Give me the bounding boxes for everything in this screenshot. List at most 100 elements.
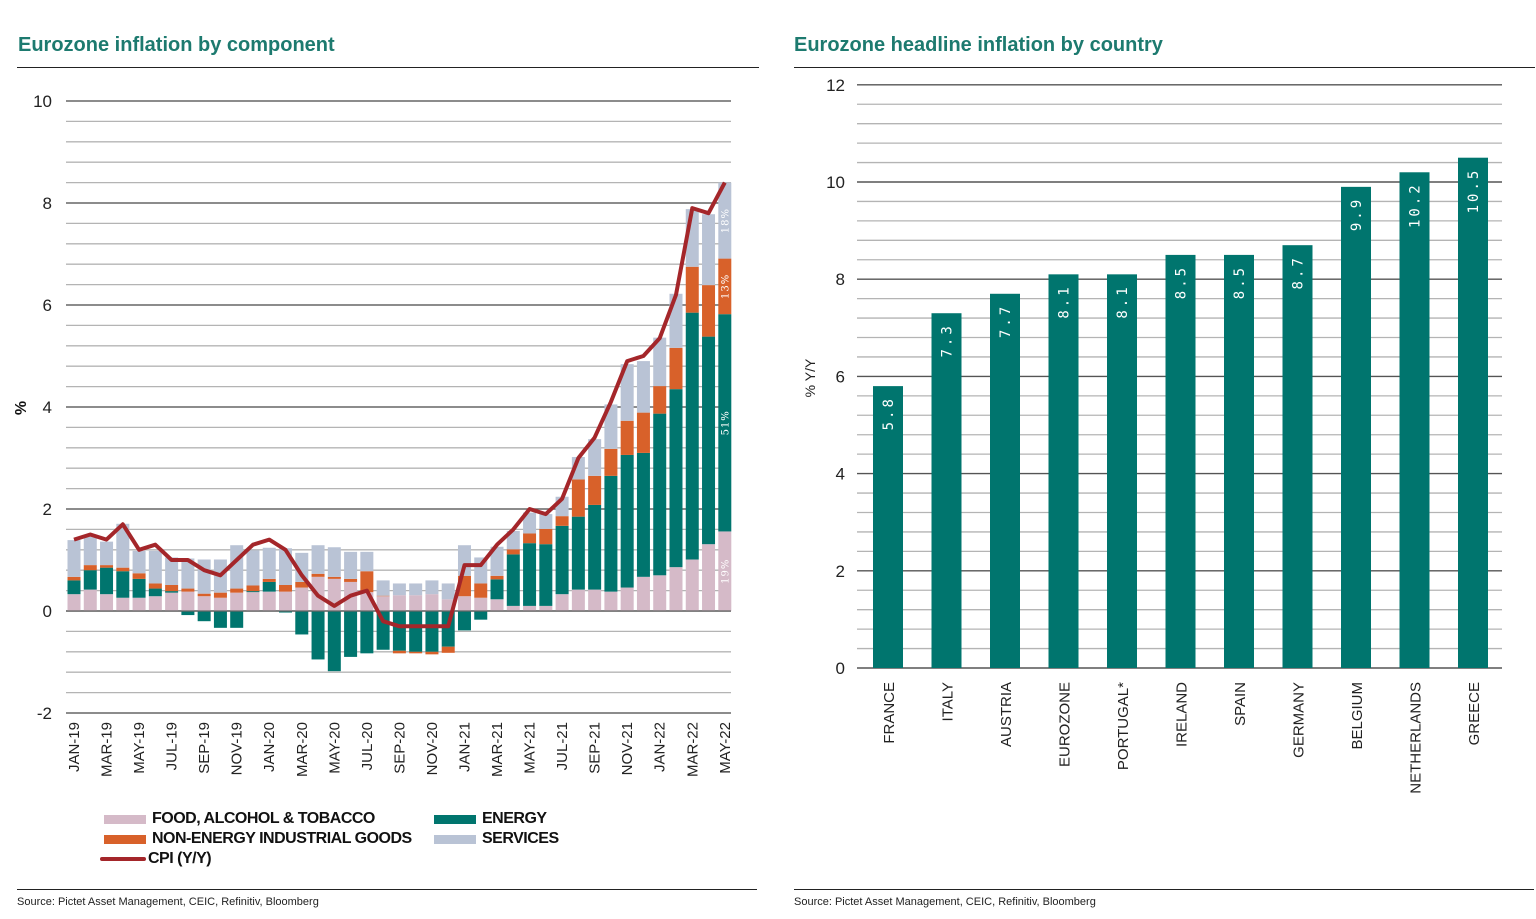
bar-services: [620, 364, 634, 421]
bar-greece: [1458, 157, 1488, 668]
bar-ireland: [1165, 254, 1196, 668]
bar-neig: [132, 573, 146, 579]
bar-france: [873, 386, 903, 668]
bar-energy: [523, 543, 537, 606]
bar-portugal: [1107, 274, 1137, 668]
legend-label-energy: ENERGY: [482, 810, 547, 827]
bar-italy: [931, 313, 962, 668]
y-tick-label: 8: [43, 194, 52, 213]
bar-neig: [67, 576, 81, 581]
left-source: Source: Pictet Asset Management, CEIC, R…: [17, 896, 319, 908]
bar-austria: [990, 293, 1020, 668]
bar-neig: [116, 567, 130, 572]
legend-item-neig: NON-ENERGY INDUSTRIAL GOODS: [104, 830, 412, 848]
cpi-line: [73, 181, 727, 629]
bar-neig: [213, 592, 227, 598]
legend-swatch-energy: [434, 814, 476, 824]
y-tick-label: 2: [43, 500, 52, 519]
bar-netherlands: [1399, 172, 1430, 668]
bar-services: [246, 550, 260, 586]
x-tick-label: NOV-21: [619, 722, 636, 775]
bar-neig: [425, 651, 439, 655]
bar-services: [636, 361, 650, 413]
bar-value-label: 7.7: [998, 304, 1014, 338]
share-label-services: 18%: [720, 208, 731, 233]
bar-energy: [702, 336, 716, 545]
bar-services: [83, 536, 97, 566]
x-tick-label: ITALY: [940, 682, 957, 721]
bar-food: [100, 594, 114, 611]
y-tick-label: 12: [826, 76, 845, 95]
bar-neig: [295, 581, 309, 588]
bar-services: [702, 214, 716, 286]
bar-value-label: 9.9: [1349, 197, 1365, 231]
legend-label-services: SERVICES: [482, 830, 559, 847]
bar-food: [165, 592, 179, 611]
bar-services: [327, 547, 341, 577]
bar-energy: [555, 525, 569, 595]
bar-services: [653, 337, 667, 387]
bar-food: [409, 595, 423, 611]
bar-energy: [100, 567, 114, 595]
bar-energy: [685, 312, 699, 560]
bar-food: [669, 567, 683, 611]
legend-swatch-cpi: [100, 857, 146, 861]
x-tick-label: SEP-19: [196, 722, 213, 774]
bar-spain: [1224, 254, 1254, 668]
right-chart-title: Eurozone headline inflation by country: [794, 34, 1163, 56]
bar-energy: [132, 578, 146, 598]
bar-services: [392, 583, 406, 596]
bar-services: [409, 583, 423, 596]
bar-food: [392, 595, 406, 611]
legend-item-energy: ENERGY: [434, 810, 547, 828]
bar-food: [490, 599, 504, 611]
bar-food: [653, 575, 667, 611]
bar-services: [67, 540, 81, 577]
x-tick-label: NETHERLANDS: [1408, 682, 1425, 794]
bar-food: [523, 605, 537, 611]
share-label-food: 19%: [720, 559, 731, 584]
bar-food: [604, 591, 618, 611]
bar-food: [685, 559, 699, 611]
left-chart-title: Eurozone inflation by component: [18, 34, 335, 56]
bar-energy: [181, 611, 195, 616]
y-tick-label: 6: [836, 367, 845, 386]
bar-services: [604, 404, 618, 449]
bar-value-label: 8.5: [1174, 265, 1190, 299]
bar-eurozone: [1048, 274, 1079, 668]
legend-swatch-food: [104, 814, 146, 824]
bar-services: [295, 552, 309, 582]
bar-neig: [702, 285, 716, 337]
x-tick-label: JAN-21: [456, 722, 473, 772]
x-tick-label: JAN-22: [652, 722, 669, 772]
bar-neig: [474, 583, 488, 598]
bar-services: [425, 580, 439, 595]
bar-food: [620, 587, 634, 611]
bar-energy: [344, 611, 358, 657]
x-tick-label: MAR-21: [489, 722, 506, 777]
x-tick-label: GERMANY: [1291, 682, 1308, 758]
legend-label-food: FOOD, ALCOHOL & TOBACCO: [152, 810, 375, 827]
bar-energy: [457, 611, 471, 631]
bar-services: [165, 557, 179, 585]
bar-services: [181, 558, 195, 589]
x-tick-label: SEP-21: [587, 722, 604, 774]
bar-energy: [620, 454, 634, 588]
bar-energy: [230, 611, 244, 628]
bar-energy: [295, 611, 309, 635]
bar-neig: [588, 475, 602, 505]
bar-neig: [409, 651, 423, 654]
bar-germany: [1282, 245, 1313, 668]
bar-neig: [230, 588, 244, 593]
bar-food: [181, 591, 195, 611]
x-tick-label: MAR-22: [684, 722, 701, 777]
x-tick-label: EUROZONE: [1057, 682, 1074, 767]
bar-energy: [425, 611, 439, 652]
bar-food: [425, 594, 439, 611]
y-tick-label: -2: [37, 704, 52, 723]
x-tick-label: GREECE: [1466, 682, 1483, 745]
bar-food: [555, 594, 569, 611]
share-label-energy: 51%: [720, 410, 731, 435]
bar-food: [262, 591, 276, 611]
bar-energy: [506, 554, 520, 606]
